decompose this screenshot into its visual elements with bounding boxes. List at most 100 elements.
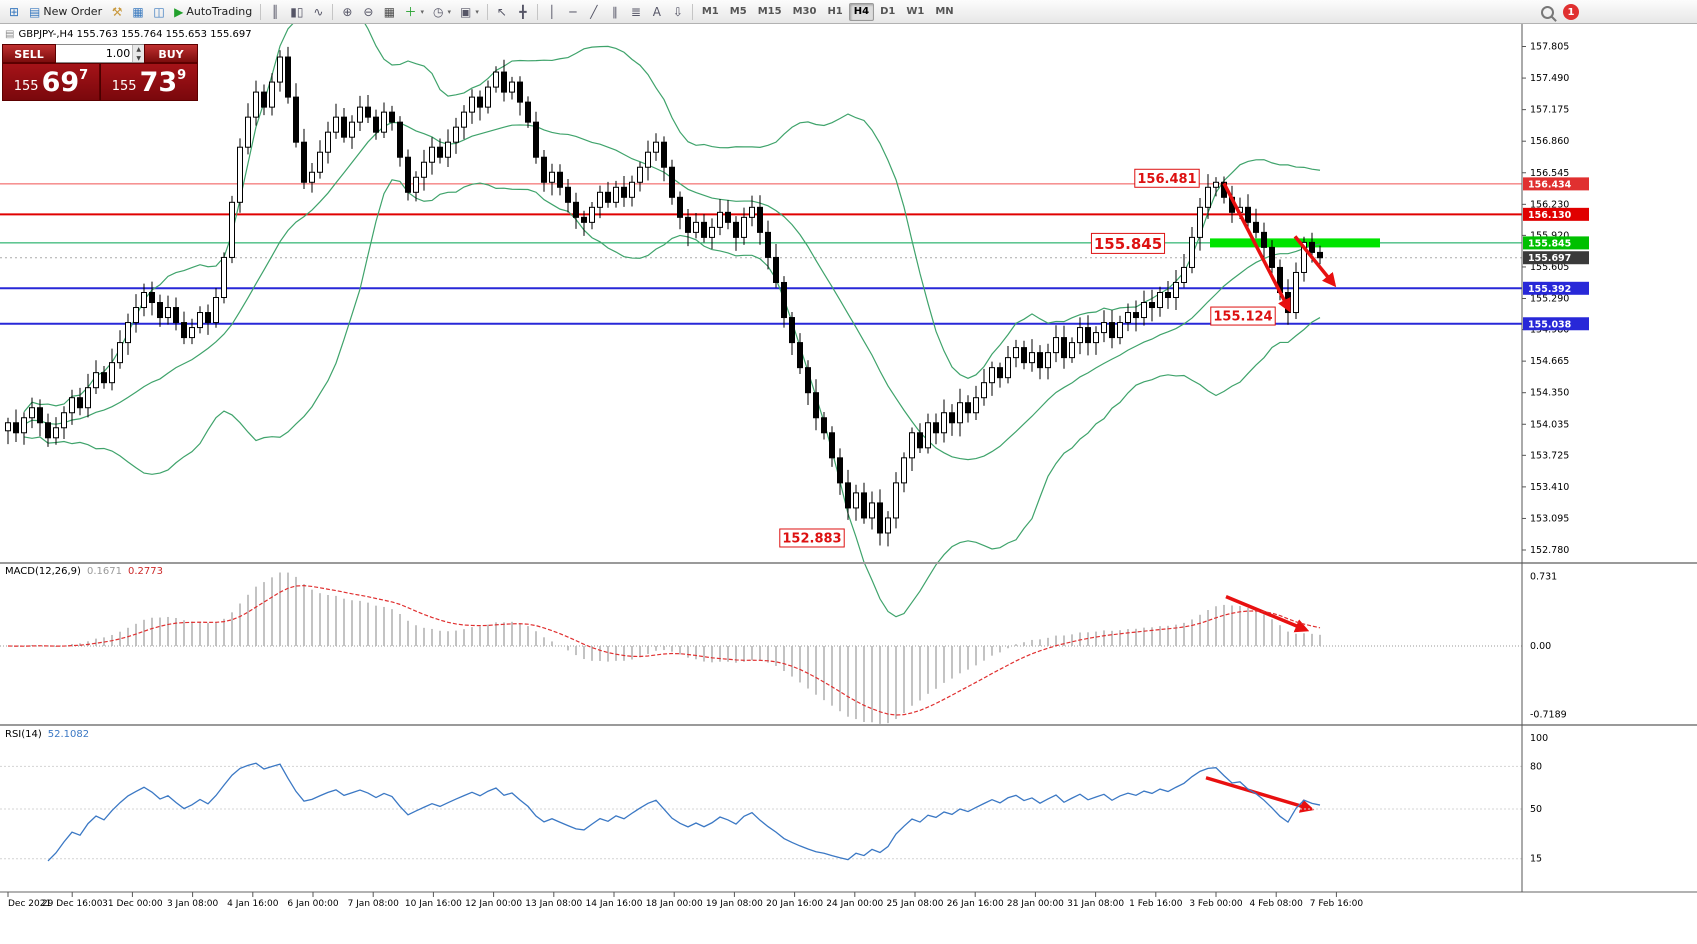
- rsi-value: 52.1082: [47, 729, 90, 740]
- indicators-button[interactable]: ＋ ▾: [400, 2, 428, 22]
- search-icon[interactable]: [1541, 5, 1554, 19]
- timeframe-h4-button[interactable]: H4: [848, 2, 875, 21]
- toolbar-separator: [260, 3, 262, 20]
- timeframe-d1-button[interactable]: D1: [875, 3, 900, 21]
- rsi-name: RSI(14): [5, 729, 42, 740]
- vertical-line-icon: │: [548, 4, 556, 19]
- periods-icon: ◷: [432, 4, 444, 19]
- top-toolbar: ⊞ ▤ New Order ⚒ ▦ ◫ ▶ AutoTrading ║ ▮▯ ∿ ⊕ ⊖ ▦ ＋ ▾ ◷ ▾ ▣ ▾ ↖…: [0, 0, 1697, 24]
- svg-text:154.350: 154.350: [1530, 388, 1569, 399]
- timeframe-mn-button[interactable]: MN: [930, 3, 958, 21]
- svg-text:155.605: 155.605: [1530, 262, 1569, 273]
- lot-increase-button[interactable]: ▲: [136, 46, 141, 53]
- tile-windows-icon: ▦: [383, 4, 396, 19]
- arrows-tool-icon: ⇩: [672, 4, 683, 19]
- toolbar-separator: [332, 3, 334, 20]
- toolbar-separator: [486, 3, 488, 20]
- timeframe-m1-button[interactable]: M1: [697, 3, 724, 21]
- svg-text:24 Jan 00:00: 24 Jan 00:00: [826, 899, 883, 909]
- one-click-trading-panel: SELL ▲ ▼ BUY 155 69 7 155 73 9: [2, 44, 198, 101]
- new-order-icon: ▤: [29, 4, 41, 19]
- navigator-button[interactable]: ◫: [149, 2, 169, 22]
- vertical-line-button[interactable]: │: [542, 2, 562, 22]
- bb-lower-line: [23, 179, 1321, 618]
- timeframe-buttons-group: M1 M5 M15 M30 H1 H4 D1 W1 MN: [697, 2, 959, 21]
- horizontal-line-button[interactable]: ─: [563, 2, 583, 22]
- timeframe-m5-button[interactable]: M5: [725, 3, 752, 21]
- new-chart-icon: ⊞: [8, 4, 20, 19]
- tile-windows-button[interactable]: ▦: [379, 2, 399, 22]
- toolbar-separator: [691, 3, 693, 20]
- candlestick-mode-button[interactable]: ▮▯: [286, 2, 307, 22]
- bar-chart-mode-button[interactable]: ║: [265, 2, 285, 22]
- annotation-labels: 156.481 155.845 155.124 152.883: [779, 168, 1276, 548]
- crosshair-button[interactable]: ╋: [513, 2, 533, 22]
- buy-button[interactable]: BUY: [144, 44, 198, 63]
- svg-text:153.725: 153.725: [1530, 450, 1569, 461]
- timeframe-m15-button[interactable]: M15: [753, 3, 787, 21]
- new-chart-button[interactable]: ⊞: [4, 2, 24, 22]
- candlestick-mode-icon: ▮▯: [290, 4, 304, 19]
- svg-text:7 Jan 08:00: 7 Jan 08:00: [348, 899, 400, 909]
- svg-text:4 Feb 08:00: 4 Feb 08:00: [1250, 899, 1304, 909]
- notification-badge[interactable]: 1: [1563, 4, 1579, 20]
- market-watch-button[interactable]: ▦: [128, 2, 148, 22]
- cursor-button[interactable]: ↖: [492, 2, 512, 22]
- svg-text:18 Jan 00:00: 18 Jan 00:00: [646, 899, 703, 909]
- svg-text:155.845: 155.845: [1528, 238, 1571, 249]
- zoom-in-icon: ⊕: [342, 4, 353, 19]
- chart-area[interactable]: 156.481 155.845 155.124 152.883 157.805 157.4…: [0, 24, 1697, 944]
- svg-text:3 Jan 08:00: 3 Jan 08:00: [167, 899, 219, 909]
- line-chart-mode-button[interactable]: ∿: [308, 2, 328, 22]
- panel-separator[interactable]: [0, 562, 1697, 564]
- svg-text:4 Jan 16:00: 4 Jan 16:00: [227, 899, 279, 909]
- macd-main-value: 0.1671: [86, 566, 122, 577]
- buy-price-button[interactable]: 155 73 9: [100, 63, 198, 101]
- metaeditor-button[interactable]: ⚒: [107, 2, 127, 22]
- svg-text:80: 80: [1530, 761, 1542, 772]
- sell-button[interactable]: SELL: [2, 44, 56, 63]
- svg-text:156.434: 156.434: [1528, 179, 1572, 190]
- zoom-out-button[interactable]: ⊖: [358, 2, 378, 22]
- autotrading-icon: ▶: [174, 4, 184, 19]
- svg-text:1 Feb 16:00: 1 Feb 16:00: [1129, 899, 1183, 909]
- timeframe-m30-button[interactable]: M30: [788, 3, 822, 21]
- sell-price-button[interactable]: 155 69 7: [2, 63, 100, 101]
- timeframe-h1-button[interactable]: H1: [822, 3, 847, 21]
- new-order-button[interactable]: ▤ New Order: [25, 2, 106, 22]
- autotrading-button[interactable]: ▶ AutoTrading: [170, 2, 256, 22]
- periods-button[interactable]: ◷ ▾: [429, 2, 455, 22]
- text-label-icon: A: [652, 4, 661, 19]
- trendline-icon: ╱: [590, 4, 598, 19]
- lot-size-input[interactable]: [56, 45, 133, 62]
- svg-text:155.038: 155.038: [1528, 319, 1572, 330]
- svg-text:13 Jan 08:00: 13 Jan 08:00: [525, 899, 582, 909]
- price-axis-tags: 156.434 156.130 155.845 155.392 155.038 155.6…: [1523, 177, 1589, 331]
- svg-text:14 Jan 16:00: 14 Jan 16:00: [586, 899, 643, 909]
- svg-text:155.290: 155.290: [1530, 294, 1569, 305]
- arrows-tool-button[interactable]: ⇩: [668, 2, 688, 22]
- new-order-label: New Order: [43, 5, 103, 18]
- lot-spinner: ▲ ▼: [132, 45, 144, 62]
- zoom-in-button[interactable]: ⊕: [337, 2, 357, 22]
- rsi-axis: 100 80 50 15: [1530, 733, 1548, 865]
- periods-caret-icon: ▾: [447, 7, 451, 16]
- svg-text:157.490: 157.490: [1530, 73, 1569, 84]
- lot-decrease-button[interactable]: ▼: [136, 55, 141, 62]
- horizontal-line-icon: ─: [569, 4, 577, 19]
- equidistant-channel-button[interactable]: ∥: [605, 2, 625, 22]
- macd-name: MACD(12,26,9): [5, 566, 81, 577]
- templates-button[interactable]: ▣ ▾: [456, 2, 483, 22]
- autotrading-label: AutoTrading: [186, 5, 253, 18]
- svg-text:153.095: 153.095: [1530, 513, 1569, 524]
- chart-window-icon: ▤: [5, 29, 15, 40]
- svg-text:156.130: 156.130: [1528, 210, 1572, 221]
- text-label-button[interactable]: A: [647, 2, 667, 22]
- trendline-button[interactable]: ╱: [584, 2, 604, 22]
- fibonacci-button[interactable]: ≣: [626, 2, 646, 22]
- panel-separator[interactable]: [0, 724, 1697, 726]
- svg-text:29 Dec 16:00: 29 Dec 16:00: [42, 899, 103, 909]
- svg-text:155.845: 155.845: [1094, 235, 1162, 253]
- timeframe-w1-button[interactable]: W1: [901, 3, 929, 21]
- sell-price-pip: 7: [79, 68, 89, 83]
